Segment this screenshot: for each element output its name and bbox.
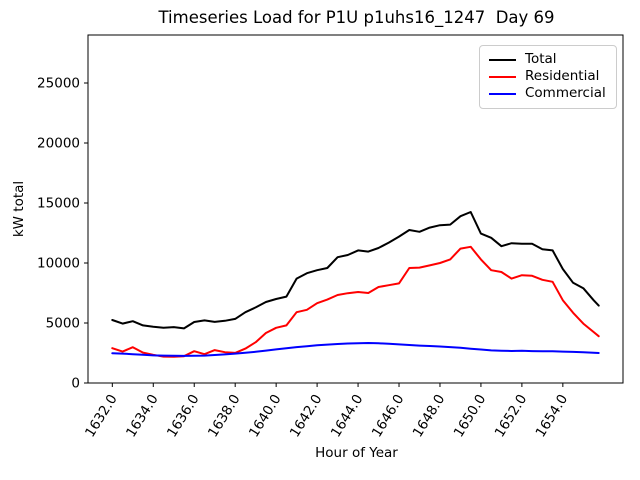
x-axis-label: Hour of Year: [315, 445, 398, 461]
y-axis-tick-label: 10000: [37, 256, 80, 272]
legend-item-commercial: Commercial: [489, 86, 607, 102]
y-axis-tick-label: 15000: [37, 196, 80, 212]
x-axis-tick-label: 1636.0: [164, 392, 203, 441]
y-axis-tick-label: 0: [71, 376, 80, 392]
x-axis-tick-label: 1652.0: [492, 392, 531, 441]
x-axis-tick-label: 1632.0: [82, 392, 121, 441]
x-axis-tick-label: 1646.0: [369, 392, 408, 441]
legend-label-total: Total: [525, 51, 557, 68]
series-line-commercial: [111, 342, 600, 357]
y-axis-label: kW total: [11, 180, 27, 238]
legend: Total Residential Commercial: [479, 45, 617, 109]
x-axis-tick-label: 1638.0: [205, 392, 244, 441]
y-axis-tick-label: 5000: [46, 316, 80, 332]
y-axis-tick-label: 20000: [37, 136, 80, 152]
legend-label-commercial: Commercial: [525, 85, 606, 102]
legend-line-sample-residential: [489, 76, 516, 78]
axes-spines: [87, 34, 624, 384]
x-axis-tick-label: 1634.0: [123, 392, 162, 441]
x-axis-tick-label: 1640.0: [246, 392, 285, 441]
y-axis-tick-label: 25000: [37, 76, 80, 92]
legend-line-sample-total: [489, 59, 516, 61]
legend-item-residential: Residential: [489, 69, 607, 85]
x-axis-tick-label: 1648.0: [410, 392, 449, 441]
legend-item-total: Total: [489, 52, 607, 68]
series-line-total: [111, 211, 600, 330]
legend-line-sample-commercial: [489, 93, 516, 95]
x-axis-tick-label: 1650.0: [451, 392, 490, 441]
x-axis-tick-label: 1644.0: [328, 392, 367, 441]
legend-label-residential: Residential: [525, 68, 600, 85]
x-axis-tick-label: 1642.0: [287, 392, 326, 441]
x-axis-tick-label: 1654.0: [533, 392, 572, 441]
chart-title: Timeseries Load for P1U p1uhs16_1247 Day…: [158, 8, 555, 27]
series-line-residential: [111, 245, 600, 358]
